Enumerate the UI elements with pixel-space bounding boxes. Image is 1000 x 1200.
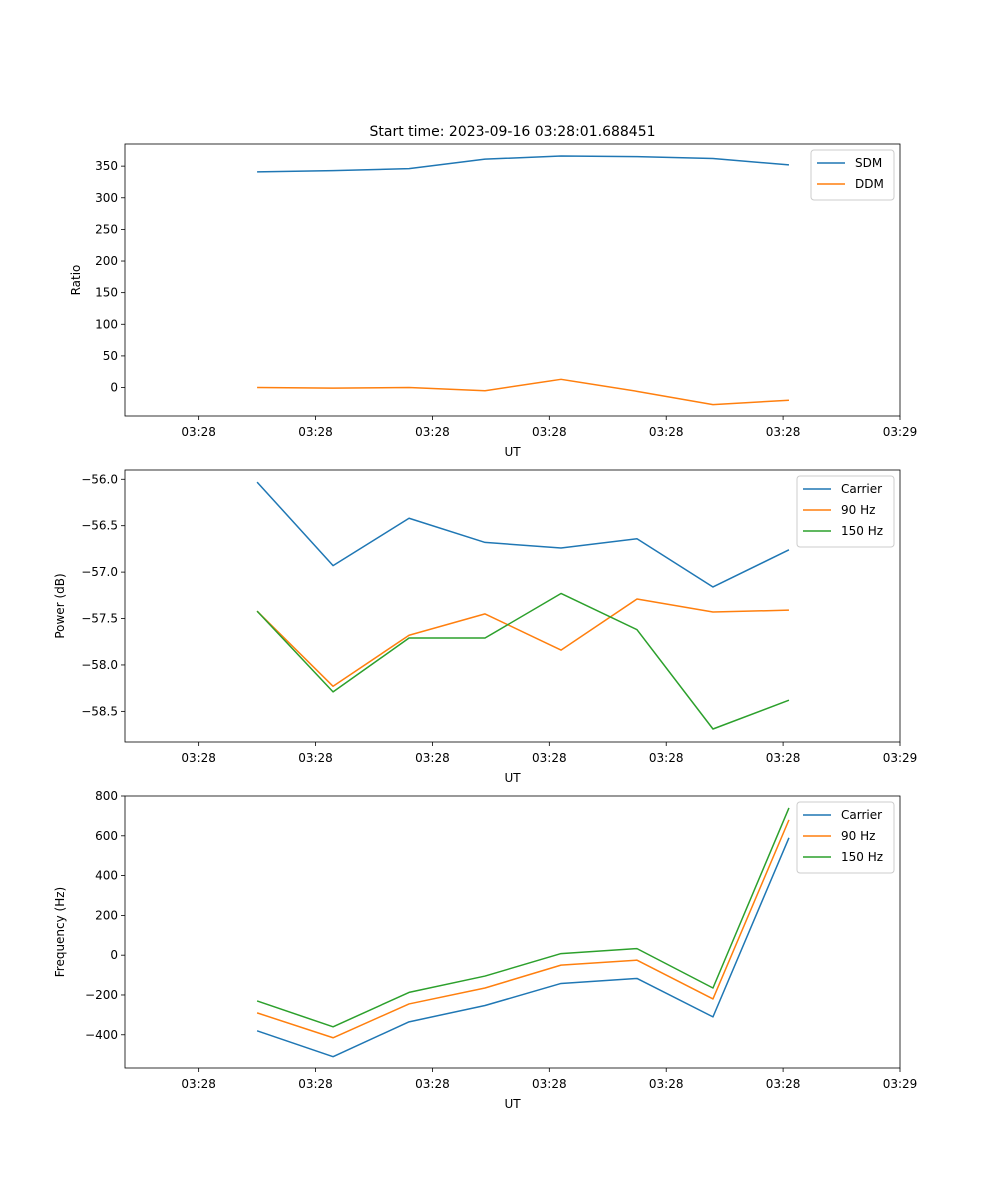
legend-label: Carrier	[841, 808, 882, 822]
legend-label: 150 Hz	[841, 850, 883, 864]
series-line-90-hz	[256, 819, 790, 1039]
x-tick-label: 03:28	[649, 751, 684, 765]
y-tick-label: 50	[103, 349, 118, 363]
y-tick-label: 400	[95, 869, 118, 883]
y-tick-label: 200	[95, 908, 118, 922]
x-tick-label: 03:28	[298, 425, 333, 439]
y-tick-label: −58.0	[81, 658, 118, 672]
x-tick-label: 03:28	[415, 1077, 450, 1091]
series-line-carrier	[256, 481, 790, 588]
x-tick-label: 03:28	[649, 425, 684, 439]
y-axis-label: Frequency (Hz)	[53, 887, 67, 978]
axes-frame	[124, 143, 901, 417]
chart-3: 03:28 03:28 03:28 03:28 03:28 03:28 03:29 −400 −…	[53, 789, 917, 1111]
series-line-sdm	[257, 155, 790, 173]
y-axis-label: Ratio	[69, 265, 83, 296]
series-line-150-hz	[256, 807, 790, 1028]
y-tick-label: −57.5	[81, 612, 118, 626]
legend-label: DDM	[855, 177, 884, 191]
chart-title: Start time: 2023-09-16 03:28:01.688451	[369, 124, 655, 140]
x-tick-label: 03:28	[298, 751, 333, 765]
series-line-carrier	[256, 837, 790, 1058]
legend-box	[796, 801, 895, 874]
y-axis-label: Power (dB)	[53, 573, 67, 638]
x-tick-label: 03:28	[766, 751, 801, 765]
y-tick-label: 250	[95, 222, 118, 236]
y-tick-label: 600	[95, 829, 118, 843]
y-tick-label: 200	[95, 254, 118, 268]
legend-label: 150 Hz	[841, 524, 883, 538]
y-tick-label: −58.5	[81, 704, 118, 718]
y-tick-label: 300	[95, 191, 118, 205]
y-tick-label: 150	[95, 286, 118, 300]
x-tick-label: 03:28	[766, 1077, 801, 1091]
x-tick-label: 03:28	[532, 425, 567, 439]
x-tick-label: 03:29	[883, 1077, 918, 1091]
x-tick-label: 03:29	[883, 425, 918, 439]
series-line-150-hz	[256, 592, 790, 730]
legend-label: Carrier	[841, 482, 882, 496]
x-tick-label: 03:28	[181, 1077, 216, 1091]
legend-label: 90 Hz	[841, 829, 875, 843]
x-tick-label: 03:28	[298, 1077, 333, 1091]
y-tick-label: 0	[110, 948, 118, 962]
legend-label: SDM	[855, 156, 882, 170]
legend-label: 90 Hz	[841, 503, 875, 517]
axes-frame	[124, 795, 901, 1069]
legend-box	[796, 475, 895, 548]
legend: Carrier 90 Hz 150 Hz	[796, 801, 895, 874]
axes-frame	[124, 469, 901, 743]
chart-1: Start time: 2023-09-16 03:28:01.68845103…	[69, 124, 917, 459]
y-tick-label: 800	[95, 789, 118, 803]
y-tick-label: −57.0	[81, 565, 118, 579]
x-tick-label: 03:28	[181, 751, 216, 765]
x-axis-label: UT	[504, 771, 521, 785]
x-tick-label: 03:28	[415, 751, 450, 765]
y-tick-label: 100	[95, 317, 118, 331]
legend: Carrier 90 Hz 150 Hz	[796, 475, 895, 548]
y-tick-label: −200	[85, 988, 118, 1002]
y-tick-label: 350	[95, 159, 118, 173]
x-tick-label: 03:28	[649, 1077, 684, 1091]
y-tick-label: 0	[110, 381, 118, 395]
x-tick-label: 03:28	[415, 425, 450, 439]
series-line-ddm	[257, 378, 789, 406]
x-axis-label: UT	[504, 1097, 521, 1111]
chart-2: 03:28 03:28 03:28 03:28 03:28 03:28 03:29 −58.5…	[53, 469, 918, 785]
x-axis-label: UT	[504, 445, 521, 459]
y-tick-label: −400	[85, 1028, 118, 1042]
x-tick-label: 03:29	[883, 751, 918, 765]
series-line-90-hz	[256, 598, 789, 688]
legend: SDM DDM	[810, 149, 895, 201]
x-tick-label: 03:28	[181, 425, 216, 439]
x-tick-label: 03:28	[532, 751, 567, 765]
y-tick-label: −56.5	[81, 519, 118, 533]
x-tick-label: 03:28	[766, 425, 801, 439]
y-tick-label: −56.0	[81, 472, 118, 486]
x-tick-label: 03:28	[532, 1077, 567, 1091]
